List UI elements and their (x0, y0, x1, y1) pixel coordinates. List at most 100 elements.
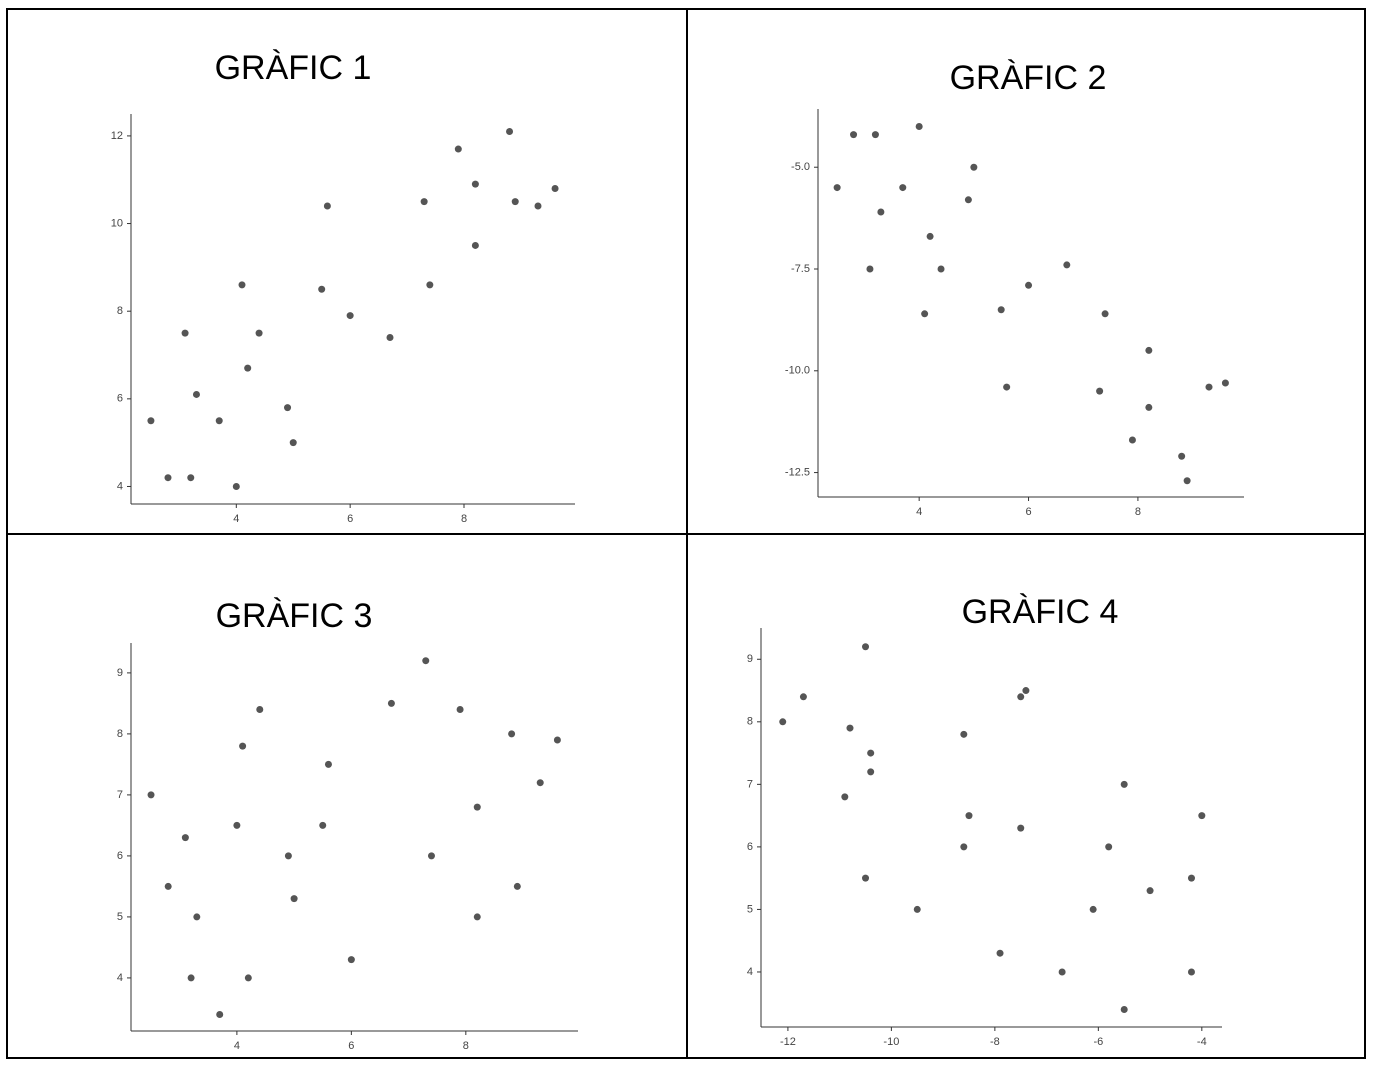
point (454, 145, 462, 153)
y-tick-label: 12 (111, 130, 123, 142)
point (1187, 968, 1195, 976)
x-tick-label: -4 (1197, 1036, 1207, 1048)
point (238, 281, 246, 289)
point (318, 285, 326, 293)
point (1183, 477, 1191, 485)
point (232, 482, 240, 490)
point (473, 913, 481, 921)
point (799, 693, 807, 701)
point (284, 404, 292, 412)
y-tick-label: 6 (117, 850, 123, 862)
y-tick-label: -12.5 (785, 466, 810, 478)
point (513, 882, 521, 890)
point (960, 843, 968, 851)
point (1205, 383, 1213, 391)
point (506, 128, 514, 136)
point (913, 905, 921, 913)
x-tick-label: -12 (780, 1036, 796, 1048)
point (965, 812, 973, 820)
y-tick-label: 5 (747, 903, 753, 915)
point (964, 196, 972, 204)
x-tick-label: 4 (916, 506, 922, 518)
point (164, 474, 172, 482)
point (1089, 905, 1097, 913)
point (386, 333, 394, 341)
point (181, 834, 189, 842)
point (1025, 281, 1033, 289)
x-tick-label: 6 (1025, 506, 1031, 518)
point (1101, 310, 1109, 318)
point (551, 184, 559, 192)
point (456, 705, 464, 713)
point (867, 749, 875, 757)
x-tick-label: 4 (233, 513, 239, 525)
point (1105, 843, 1113, 851)
point (1063, 261, 1071, 269)
chart-title: GRÀFIC 4 (962, 593, 1119, 631)
point (473, 803, 481, 811)
x-tick-label: 8 (1135, 506, 1141, 518)
point (426, 281, 434, 289)
point (233, 821, 241, 829)
x-tick-label: -8 (990, 1036, 1000, 1048)
point (1145, 403, 1153, 411)
x-tick-label: 8 (461, 513, 467, 525)
y-tick-label: 6 (747, 841, 753, 853)
point (866, 265, 874, 273)
y-tick-label: 4 (117, 972, 123, 984)
point (960, 730, 968, 738)
point (867, 768, 875, 776)
point (215, 417, 223, 425)
point (239, 742, 247, 750)
point (536, 779, 544, 787)
point (1120, 780, 1128, 788)
point (877, 208, 885, 216)
point (1187, 874, 1195, 882)
point (192, 390, 200, 398)
point (387, 699, 395, 707)
point (921, 310, 929, 318)
point (841, 793, 849, 801)
y-tick-label: -5.0 (791, 161, 810, 173)
point (471, 180, 479, 188)
point (181, 329, 189, 337)
point (471, 241, 479, 249)
point (553, 736, 561, 744)
point (255, 329, 263, 337)
point (1120, 1005, 1128, 1013)
point (1017, 824, 1025, 832)
y-tick-label: 4 (747, 966, 753, 978)
point (216, 1011, 224, 1019)
point (244, 974, 252, 982)
point (850, 131, 858, 139)
point (915, 123, 923, 131)
x-tick-label: -10 (883, 1036, 899, 1048)
point (862, 643, 870, 651)
point (1198, 812, 1206, 820)
y-tick-label: 5 (117, 911, 123, 923)
point (1145, 346, 1153, 354)
point (1003, 383, 1011, 391)
point (997, 306, 1005, 314)
point (1096, 387, 1104, 395)
point (926, 232, 934, 240)
point (1221, 379, 1229, 387)
point (1017, 693, 1025, 701)
point (1058, 968, 1066, 976)
point (1146, 887, 1154, 895)
point (511, 198, 519, 206)
point (846, 724, 854, 732)
point (871, 131, 879, 139)
point (427, 852, 435, 860)
point (862, 874, 870, 882)
y-tick-label: 4 (117, 480, 123, 492)
point (970, 163, 978, 171)
x-tick-label: 4 (234, 1040, 240, 1052)
chart-title: GRÀFIC 1 (215, 49, 372, 87)
y-tick-label: 7 (117, 789, 123, 801)
point (187, 974, 195, 982)
point (147, 417, 155, 425)
chart-title: GRÀFIC 2 (950, 59, 1107, 97)
y-tick-label: 9 (117, 667, 123, 679)
